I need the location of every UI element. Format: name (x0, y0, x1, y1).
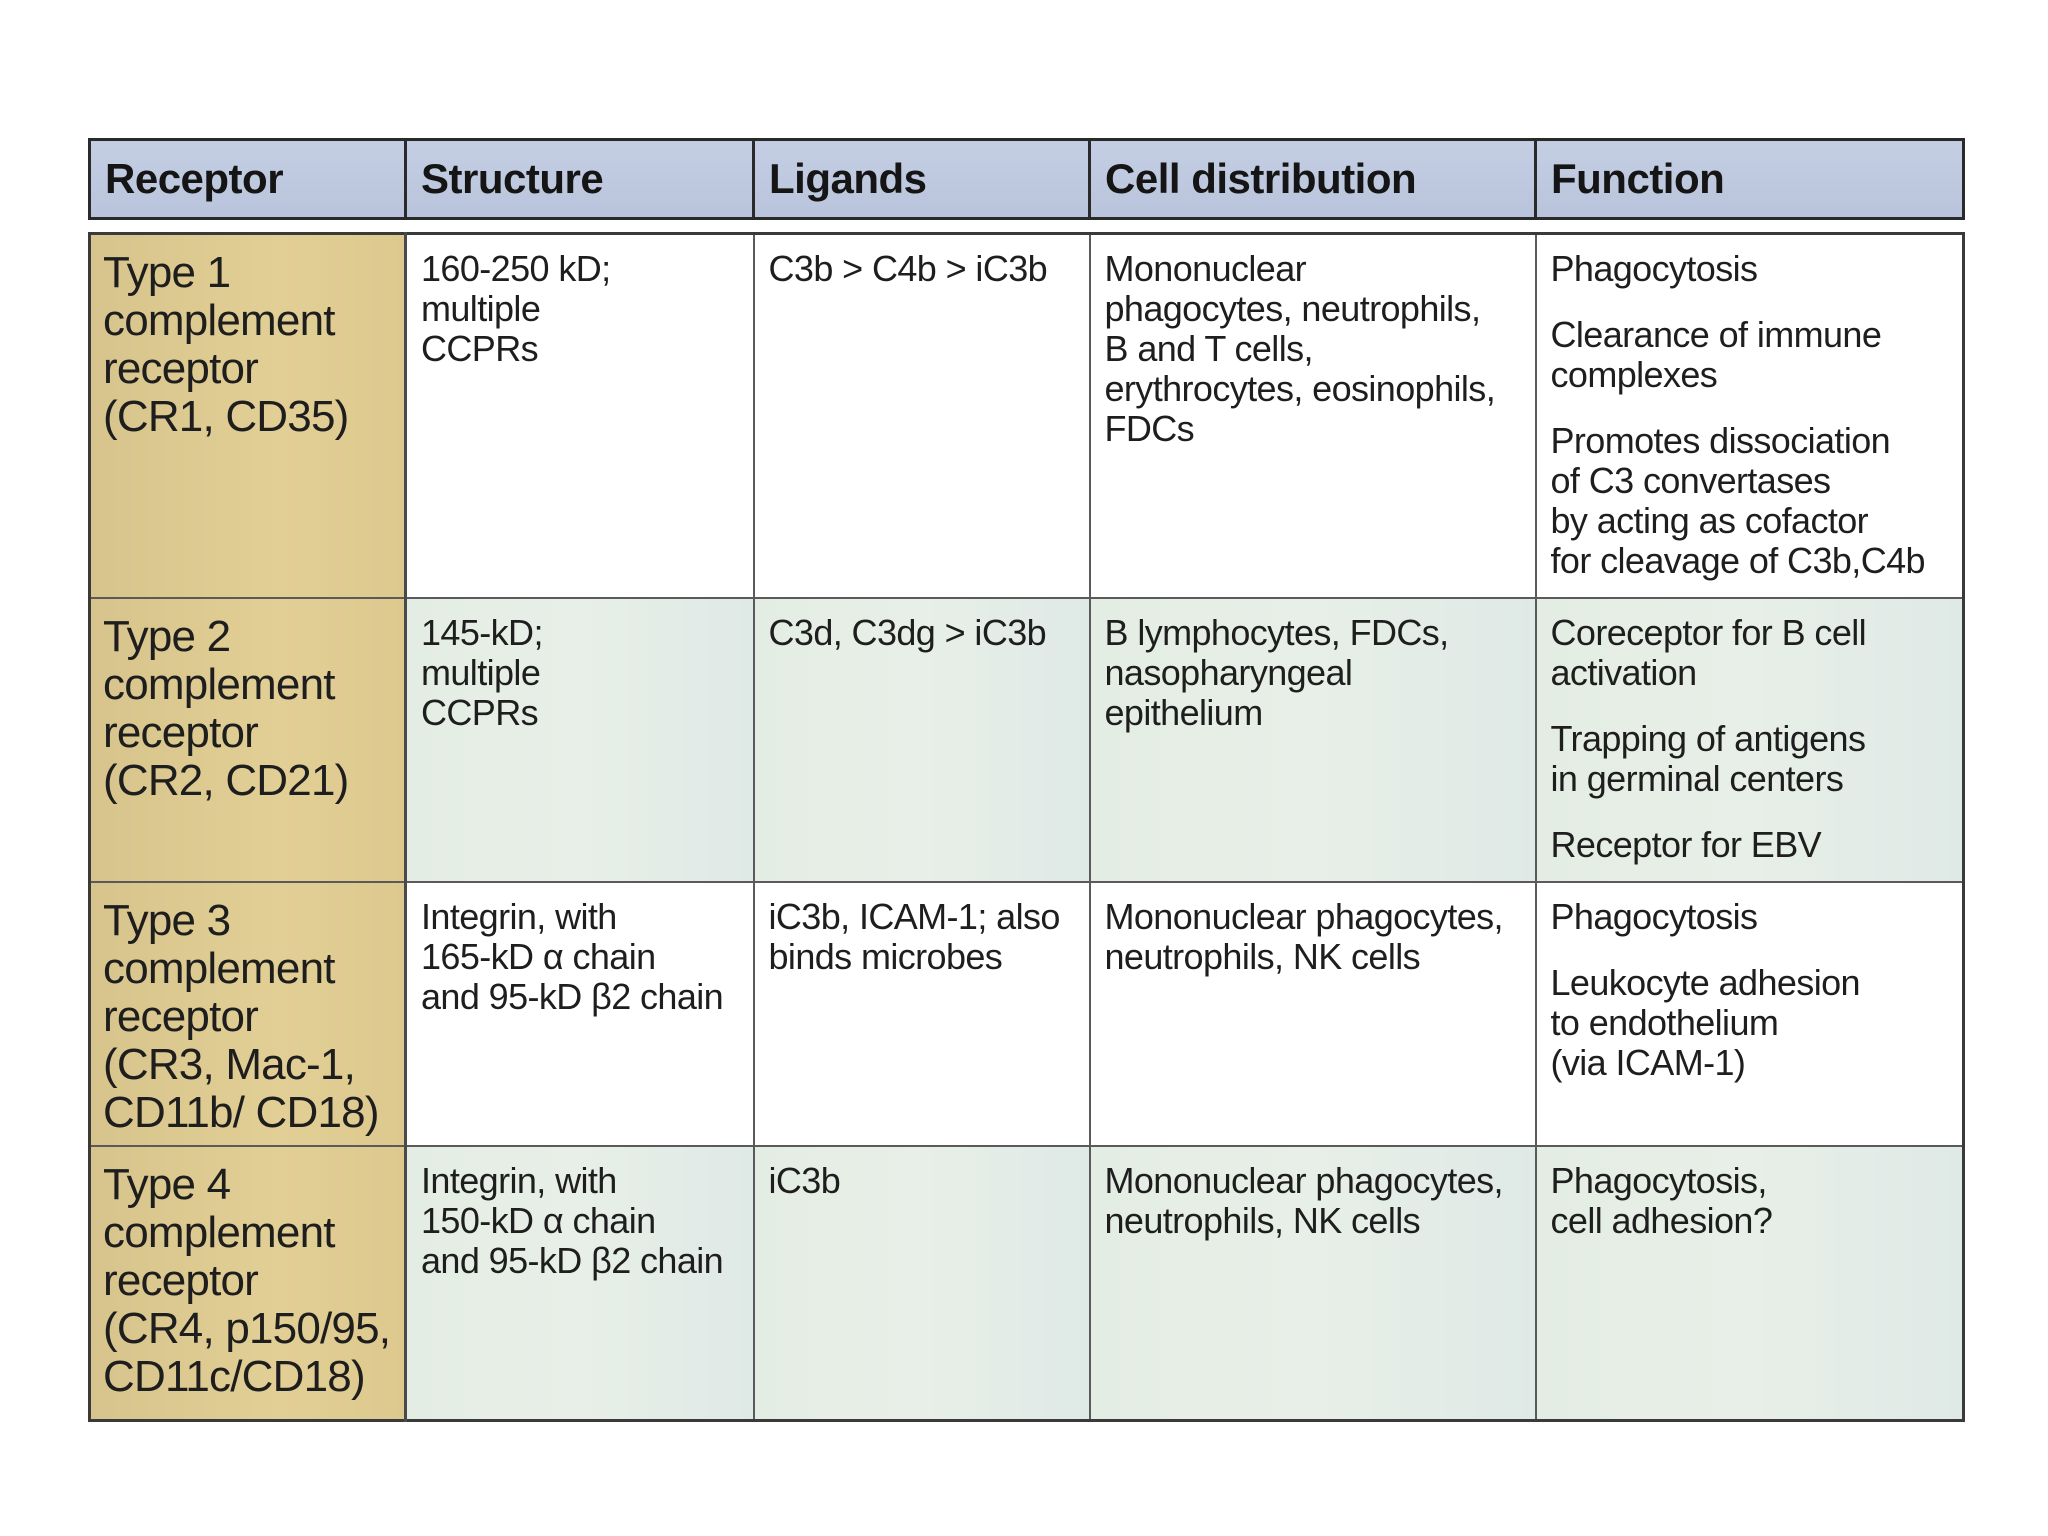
structure-cell: 160-250 kD; multiple CCPRs (404, 232, 755, 599)
function-cell: Phagocytosis Clearance of immune complex… (1534, 232, 1965, 599)
distribution-cell: Mononuclear phagocytes, neutrophils, NK … (1088, 881, 1537, 1147)
function-cell: Coreceptor for B cell activation Trappin… (1534, 597, 1965, 883)
table-header: Receptor Structure Ligands Cell distribu… (88, 138, 1965, 220)
header-cell-distribution: Cell distribution (1088, 138, 1537, 220)
ligands-cell: C3d, C3dg > iC3b (752, 597, 1091, 883)
complement-receptor-table: Receptor Structure Ligands Cell distribu… (88, 138, 1965, 1422)
ligands-cell: iC3b (752, 1145, 1091, 1422)
function-item: Phagocytosis (1550, 896, 1759, 937)
structure-cell: Integrin, with 165-kD α chain and 95-kD … (404, 881, 755, 1147)
table-body: Type 1 complement receptor (CR1, CD35) 1… (88, 232, 1965, 1422)
header-receptor: Receptor (88, 138, 407, 220)
function-item: Leukocyte adhesion to endothelium (via I… (1550, 962, 1861, 1083)
function-cell: Phagocytosis, cell adhesion? (1534, 1145, 1965, 1422)
table-row: Type 3 complement receptor (CR3, Mac-1, … (88, 881, 1965, 1147)
receptor-cell: Type 3 complement receptor (CR3, Mac-1, … (88, 881, 407, 1147)
ligands-cell: C3b > C4b > iC3b (752, 232, 1091, 599)
function-cell: Phagocytosis Leukocyte adhesion to endot… (1534, 881, 1965, 1147)
ligands-cell: iC3b, ICAM-1; also binds microbes (752, 881, 1091, 1147)
function-item: Trapping of antigens in germinal centers (1550, 718, 1866, 799)
complement-receptor-table-container: Receptor Structure Ligands Cell distribu… (88, 138, 1965, 1422)
header-ligands: Ligands (752, 138, 1091, 220)
header-structure: Structure (404, 138, 755, 220)
distribution-cell: Mononuclear phagocytes, neutrophils, B a… (1088, 232, 1537, 599)
function-item: Phagocytosis, cell adhesion? (1550, 1160, 1773, 1241)
function-item: Coreceptor for B cell activation (1550, 612, 1867, 693)
header-row: Receptor Structure Ligands Cell distribu… (88, 138, 1965, 220)
function-item: Phagocytosis (1550, 248, 1759, 289)
receptor-cell: Type 4 complement receptor (CR4, p150/95… (88, 1145, 407, 1422)
function-item: Receptor for EBV (1550, 824, 1822, 865)
table-row: Type 2 complement receptor (CR2, CD21) 1… (88, 597, 1965, 883)
distribution-cell: Mononuclear phagocytes, neutrophils, NK … (1088, 1145, 1537, 1422)
table-row: Type 1 complement receptor (CR1, CD35) 1… (88, 232, 1965, 599)
header-function: Function (1534, 138, 1965, 220)
distribution-cell: B lymphocytes, FDCs, nasopharyngeal epit… (1088, 597, 1537, 883)
table-row: Type 4 complement receptor (CR4, p150/95… (88, 1145, 1965, 1422)
function-item: Clearance of immune complexes (1550, 314, 1882, 395)
receptor-cell: Type 1 complement receptor (CR1, CD35) (88, 232, 407, 599)
structure-cell: 145-kD; multiple CCPRs (404, 597, 755, 883)
function-item: Promotes dissociation of C3 convertases … (1550, 420, 1926, 581)
receptor-cell: Type 2 complement receptor (CR2, CD21) (88, 597, 407, 883)
structure-cell: Integrin, with 150-kD α chain and 95-kD … (404, 1145, 755, 1422)
